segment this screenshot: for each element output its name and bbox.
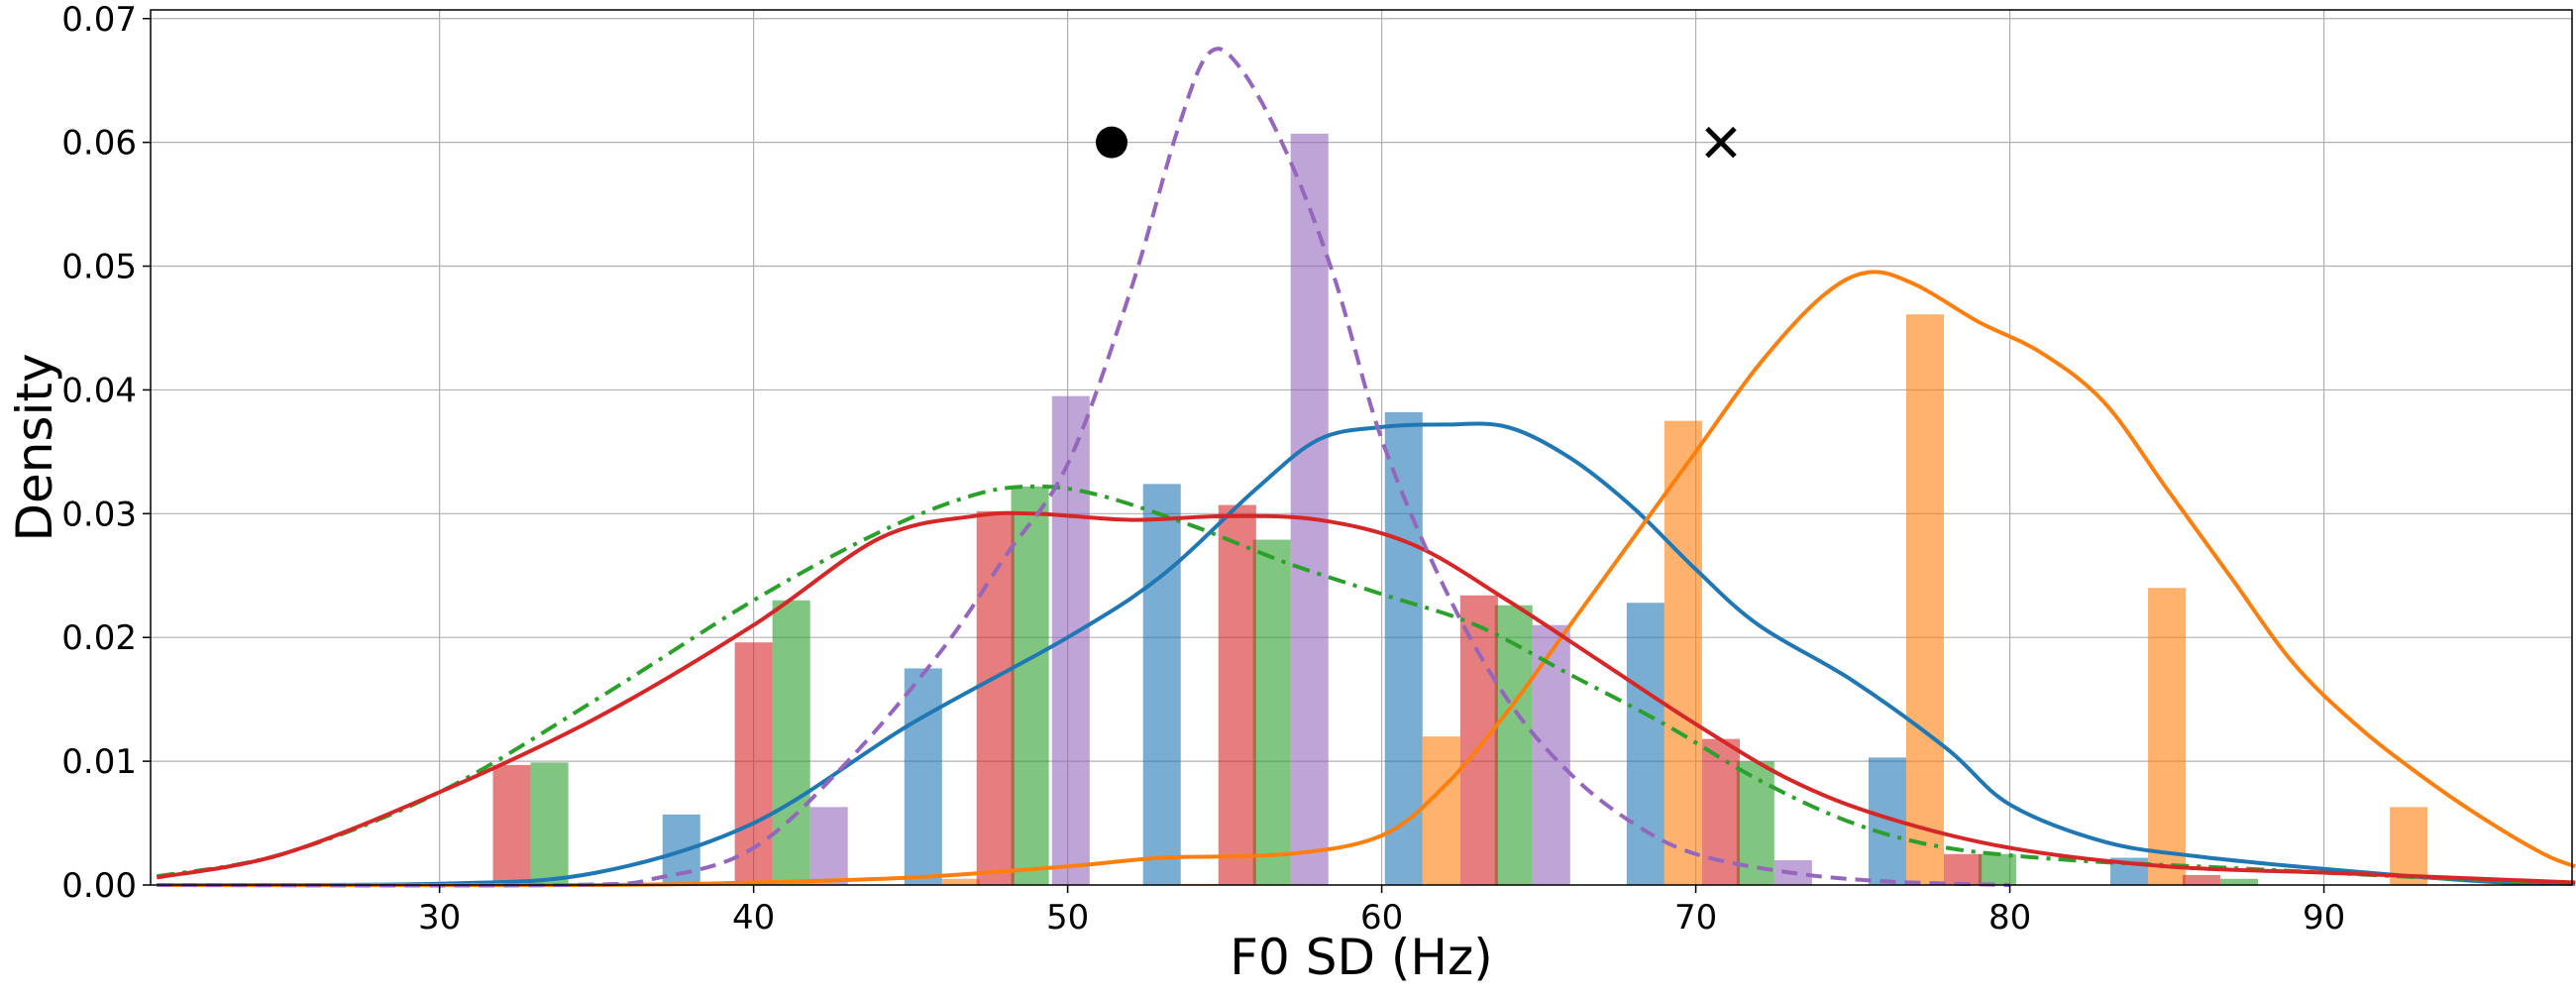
histogram-bar xyxy=(1051,395,1090,885)
histogram-bar xyxy=(2148,588,2187,885)
kde-line-series-orange xyxy=(157,270,2576,888)
x-tick-label: 90 xyxy=(2303,898,2345,938)
kde-line-series-purple xyxy=(157,47,2010,888)
y-axis-label: Density xyxy=(6,353,63,541)
histogram-bar xyxy=(1011,486,1049,885)
kde-curves xyxy=(156,47,2576,888)
histogram-bar xyxy=(2182,875,2220,885)
y-tick-label: 0.01 xyxy=(61,742,137,782)
histogram-bar xyxy=(2219,878,2259,885)
histogram-bar xyxy=(1290,133,1329,885)
histogram-bar xyxy=(1626,603,1664,885)
x-tick-label: 40 xyxy=(732,898,775,938)
y-tick-label: 0.03 xyxy=(61,495,137,534)
circle-marker xyxy=(1095,126,1127,159)
histogram-bar xyxy=(1252,539,1291,885)
histogram-bar xyxy=(530,762,569,885)
x-tick-label: 30 xyxy=(418,898,461,938)
x-tick-label: 50 xyxy=(1046,898,1089,938)
y-tick-label: 0.06 xyxy=(61,124,137,164)
y-tick-label: 0.04 xyxy=(61,371,137,410)
grid-lines xyxy=(151,10,2572,885)
histogram-bar xyxy=(1459,595,1498,885)
y-tick-label: 0.02 xyxy=(61,618,137,658)
histogram-bar xyxy=(1905,314,1945,886)
histogram-bar xyxy=(1944,853,1983,885)
axis-ticks: 30 40 50 60 70 80 90 0.00 0.01 0.02 0.03 0.04 0.05 0.… xyxy=(61,0,2345,938)
y-tick-label: 0.07 xyxy=(61,0,137,40)
histogram-bar xyxy=(772,600,810,885)
y-tick-label: 0.00 xyxy=(61,866,137,906)
histogram-bar xyxy=(1384,411,1423,885)
histogram-bars xyxy=(492,133,2428,886)
histogram-bar xyxy=(941,878,980,885)
plot-frame xyxy=(150,9,2573,886)
point-markers xyxy=(1095,126,1737,159)
x-tick-label: 60 xyxy=(1360,898,1403,938)
x-tick-label: 70 xyxy=(1674,898,1717,938)
histogram-bar xyxy=(492,764,531,885)
histogram-bar xyxy=(734,642,773,885)
histogram-bar xyxy=(1978,853,2016,885)
x-tick-label: 80 xyxy=(1988,898,2031,938)
y-tick-label: 0.05 xyxy=(61,248,137,287)
kde-line-series-green xyxy=(156,484,2576,885)
histogram-bar xyxy=(1494,605,1533,885)
x-marker xyxy=(1705,126,1737,159)
histogram-bar xyxy=(976,510,1015,885)
kde-line-series-blue xyxy=(157,421,2576,888)
x-axis-label: F0 SD (Hz) xyxy=(1230,929,1492,986)
kde-line-series-red xyxy=(156,510,2576,885)
histogram-bar xyxy=(809,807,848,885)
x-marker-stroke xyxy=(1705,126,1737,159)
histogram-bar xyxy=(2390,807,2428,885)
histogram-bar xyxy=(904,668,942,885)
histogram-bar xyxy=(1664,420,1702,885)
histogram-bar xyxy=(1422,736,1460,885)
histogram-bar xyxy=(1218,504,1256,885)
histogram-bar xyxy=(1142,484,1181,885)
